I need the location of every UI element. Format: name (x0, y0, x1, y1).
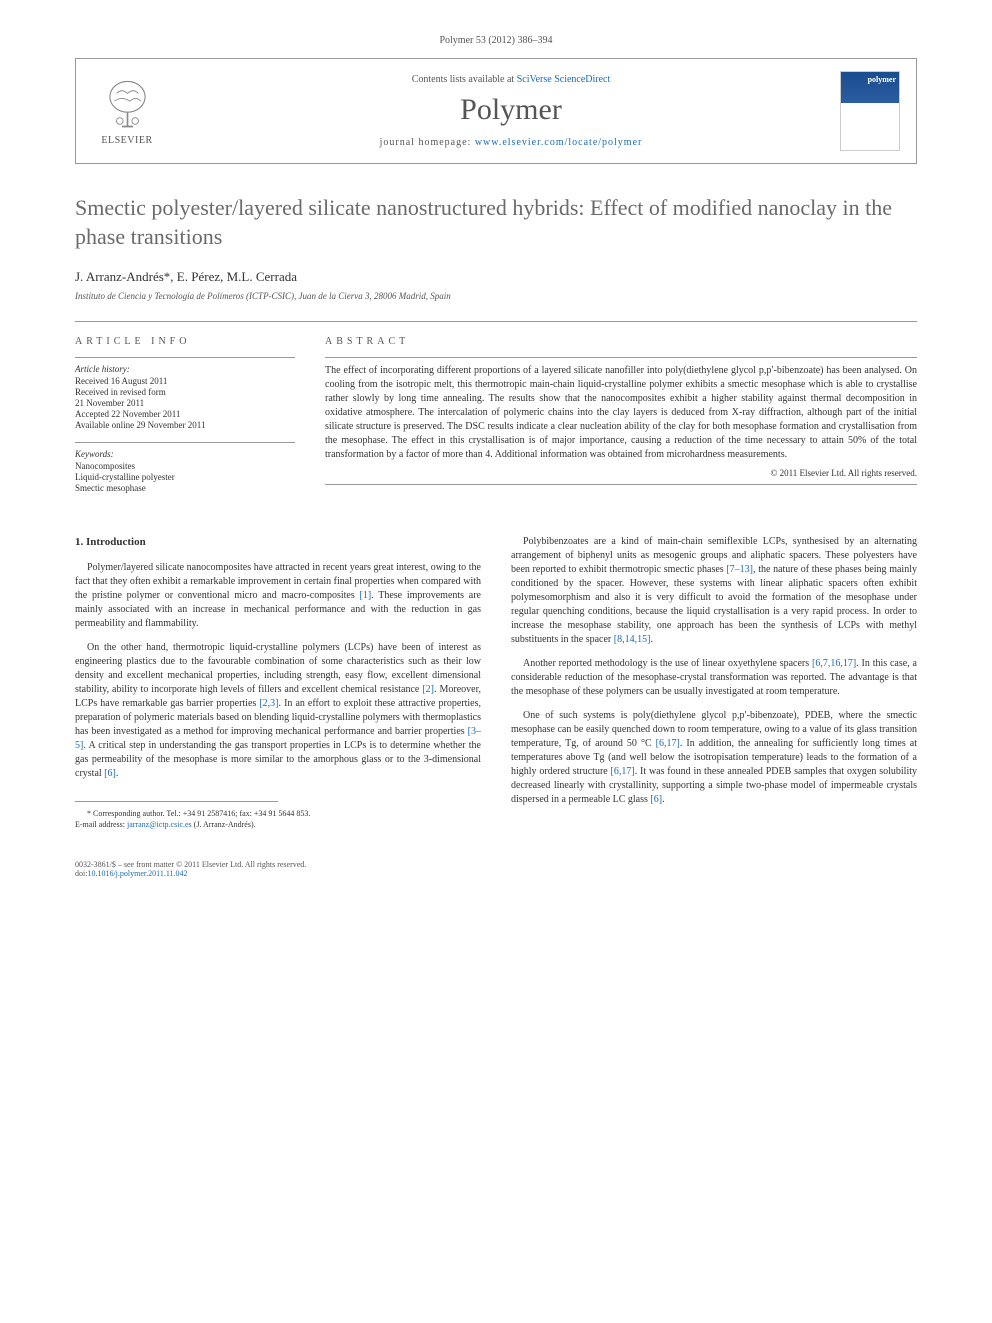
citation-link[interactable]: [1] (360, 590, 372, 601)
keyword: Smectic mesophase (75, 483, 295, 493)
footnote-email-label: E-mail address: (75, 820, 127, 829)
abstract-heading: ABSTRACT (325, 336, 917, 347)
history-line: Received 16 August 2011 (75, 376, 295, 386)
homepage-prefix: journal homepage: (380, 137, 475, 148)
article-title: Smectic polyester/layered silicate nanos… (75, 194, 917, 251)
affiliation: Instituto de Ciencia y Tecnología de Pol… (75, 291, 917, 301)
page-footer: 0032-3861/$ – see front matter © 2011 El… (75, 860, 917, 878)
citation-link[interactable]: [6,17] (611, 766, 635, 777)
section-heading-intro: 1. Introduction (75, 535, 481, 550)
journal-name: Polymer (182, 93, 840, 127)
citation-link[interactable]: [2,3] (259, 698, 278, 709)
body-text-columns: 1. Introduction Polymer/layered silicate… (75, 535, 917, 840)
citation-link[interactable]: [8,14,15] (614, 634, 651, 645)
email-link[interactable]: jarranz@ictp.csic.es (127, 820, 192, 829)
article-info-column: ARTICLE INFO Article history: Received 1… (75, 336, 295, 505)
citation-link[interactable]: [6] (650, 794, 662, 805)
history-line: 21 November 2011 (75, 398, 295, 408)
history-line: Available online 29 November 2011 (75, 420, 295, 430)
abstract-copyright: © 2011 Elsevier Ltd. All rights reserved… (325, 468, 917, 485)
p5-text: . (662, 794, 665, 805)
article-info-heading: ARTICLE INFO (75, 336, 295, 347)
footnote-line1: * Corresponding author. Tel.: +34 91 258… (87, 809, 310, 818)
right-column: Polybibenzoates are a kind of main-chain… (511, 535, 917, 840)
authors-list: J. Arranz-Andrés*, E. Pérez, M.L. Cerrad… (75, 269, 917, 285)
publisher-name: ELSEVIER (101, 135, 152, 146)
doi-prefix: doi: (75, 869, 87, 878)
citation-link[interactable]: [7–13] (726, 564, 753, 575)
contents-prefix: Contents lists available at (412, 74, 517, 85)
sciencedirect-link[interactable]: SciVerse ScienceDirect (517, 74, 611, 85)
homepage-link[interactable]: www.elsevier.com/locate/polymer (475, 137, 643, 148)
citation-link[interactable]: [6,17] (656, 738, 680, 749)
footer-left: 0032-3861/$ – see front matter © 2011 El… (75, 860, 306, 878)
p2-text: On the other hand, thermotropic liquid-c… (75, 642, 481, 695)
masthead-center: Contents lists available at SciVerse Sci… (182, 74, 840, 148)
citation-link[interactable]: [6] (104, 768, 116, 779)
footer-doi-line: doi:10.1016/j.polymer.2011.11.042 (75, 869, 306, 878)
homepage-line: journal homepage: www.elsevier.com/locat… (182, 137, 840, 148)
intro-paragraph-1: Polymer/layered silicate nanocomposites … (75, 561, 481, 631)
abstract-text: The effect of incorporating different pr… (325, 357, 917, 462)
intro-paragraph-3: Polybibenzoates are a kind of main-chain… (511, 535, 917, 647)
p4-text: Another reported methodology is the use … (523, 658, 812, 669)
p3-text: . (650, 634, 653, 645)
cover-label: polymer (868, 75, 896, 84)
article-history-block: Article history: Received 16 August 2011… (75, 357, 295, 430)
footnote-separator (75, 801, 278, 808)
keyword: Nanocomposites (75, 461, 295, 471)
intro-paragraph-2: On the other hand, thermotropic liquid-c… (75, 641, 481, 781)
keyword: Liquid-crystalline polyester (75, 472, 295, 482)
keywords-label: Keywords: (75, 449, 295, 459)
footer-copyright: 0032-3861/$ – see front matter © 2011 El… (75, 860, 306, 869)
left-column: 1. Introduction Polymer/layered silicate… (75, 535, 481, 840)
intro-paragraph-5: One of such systems is poly(diethylene g… (511, 709, 917, 807)
doi-link[interactable]: 10.1016/j.polymer.2011.11.042 (87, 869, 187, 878)
abstract-column: ABSTRACT The effect of incorporating dif… (325, 336, 917, 505)
p2-text: . A critical step in understanding the g… (75, 740, 481, 779)
history-line: Received in revised form (75, 387, 295, 397)
info-abstract-section: ARTICLE INFO Article history: Received 1… (75, 321, 917, 505)
publisher-logo: ELSEVIER (92, 71, 162, 151)
header-citation: Polymer 53 (2012) 386–394 (75, 35, 917, 46)
intro-paragraph-4: Another reported methodology is the use … (511, 657, 917, 699)
corresponding-author-footnote: * Corresponding author. Tel.: +34 91 258… (75, 808, 481, 830)
journal-cover-thumbnail: polymer (840, 71, 900, 151)
history-label: Article history: (75, 364, 295, 374)
history-line: Accepted 22 November 2011 (75, 409, 295, 419)
elsevier-tree-icon (100, 77, 155, 132)
keywords-block: Keywords: Nanocomposites Liquid-crystall… (75, 442, 295, 493)
citation-link[interactable]: [6,7,16,17] (812, 658, 856, 669)
p2-text: . (116, 768, 119, 779)
contents-available-line: Contents lists available at SciVerse Sci… (182, 74, 840, 85)
journal-masthead: ELSEVIER Contents lists available at Sci… (75, 58, 917, 164)
footnote-post: (J. Arranz-Andrés). (192, 820, 256, 829)
p3-text: , the nature of these phases being mainl… (511, 564, 917, 645)
citation-link[interactable]: [2] (422, 684, 434, 695)
